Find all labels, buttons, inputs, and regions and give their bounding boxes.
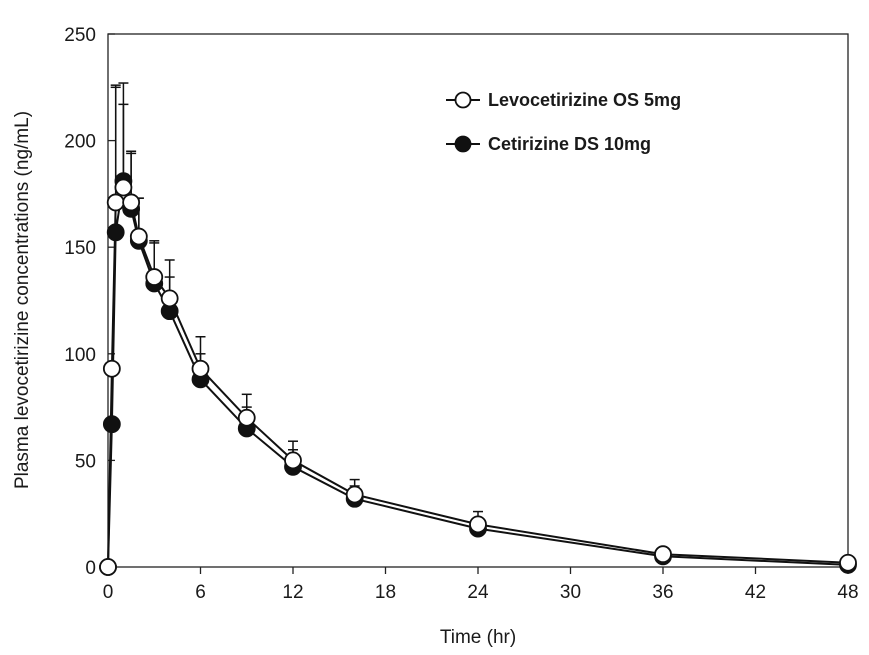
series-levocetirizine-os-5mg: [107, 84, 849, 568]
data-point-open: [839, 553, 857, 572]
legend: Levocetirizine OS 5mg Cetirizine DS 10mg: [446, 90, 681, 154]
legend-entry-cetirizine: Cetirizine DS 10mg: [446, 134, 651, 154]
y-axis-ticks: 0 50 100 150 200 250: [64, 25, 115, 579]
x-tick-label: 0: [103, 582, 114, 603]
data-point-open: [654, 545, 672, 564]
data-point-open: [114, 178, 133, 197]
x-tick-label: 30: [560, 582, 581, 603]
legend-label-levocetirizine: Levocetirizine OS 5mg: [488, 90, 681, 110]
data-point-filled: [106, 223, 125, 242]
data-point-open: [469, 515, 487, 534]
series-line: [107, 185, 849, 568]
series-layer: [99, 82, 857, 576]
y-tick-label: 150: [64, 238, 96, 259]
data-point-open: [345, 485, 364, 504]
y-tick-label: 50: [75, 451, 96, 472]
data-point-open: [122, 193, 141, 212]
legend-open-circle-icon: [454, 91, 472, 109]
legend-entry-levocetirizine: Levocetirizine OS 5mg: [446, 90, 681, 110]
x-tick-label: 12: [282, 582, 303, 603]
x-axis-title: Time (hr): [440, 627, 516, 648]
y-tick-label: 250: [64, 25, 96, 46]
x-tick-label: 42: [745, 582, 766, 603]
data-point-open: [191, 359, 210, 378]
data-point-open: [129, 227, 148, 246]
y-tick-label: 0: [85, 558, 96, 579]
x-tick-label: 6: [195, 582, 206, 603]
data-point-open: [284, 451, 302, 470]
x-tick-label: 36: [652, 582, 673, 603]
data-point-open: [99, 558, 117, 576]
data-point-open: [106, 193, 125, 212]
data-point-open: [160, 289, 179, 308]
x-tick-label: 24: [467, 582, 489, 603]
x-axis-ticks: 0 6 12 18 24 30 36 42 48: [103, 567, 859, 603]
y-tick-label: 100: [64, 345, 96, 366]
data-point-open: [145, 268, 164, 286]
data-point-open: [237, 408, 256, 427]
data-point-filled: [102, 415, 121, 434]
y-tick-label: 200: [64, 132, 96, 153]
legend-filled-circle-icon: [454, 135, 472, 153]
series-line: [107, 180, 849, 568]
x-tick-label: 48: [837, 582, 858, 603]
plot-frame: [107, 33, 849, 568]
legend-label-cetirizine: Cetirizine DS 10mg: [488, 134, 651, 154]
series-cetirizine-ds-10mg: [107, 82, 849, 568]
y-axis-title: Plasma levocetirizine concentrations (ng…: [12, 111, 33, 489]
data-point-open: [102, 359, 121, 378]
x-tick-label: 18: [375, 582, 396, 603]
